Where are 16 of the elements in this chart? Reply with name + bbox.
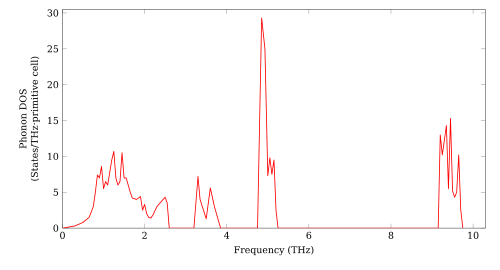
y-tick-label: 10: [48, 152, 58, 160]
y-axis-title: Phonon DOS (States/THz·primitive cell): [19, 56, 40, 181]
y-tick-label: 25: [48, 45, 58, 52]
line-series: [62, 18, 464, 228]
x-tick-label: 10: [468, 232, 478, 239]
y-tick-label: 20: [48, 81, 58, 88]
x-tick-label: 0: [60, 232, 65, 239]
y-tick-label: 15: [48, 117, 58, 124]
x-tick-label: 4: [224, 232, 230, 239]
y-tick-label: 0: [53, 224, 58, 232]
y-tick-label: 5: [54, 188, 58, 196]
x-tick-label: 8: [388, 232, 394, 239]
x-axis-title: Frequency (THz): [234, 246, 314, 256]
x-tick-label: 2: [142, 232, 147, 239]
x-tick-label: 6: [306, 232, 312, 239]
y-tick-label: 30: [48, 10, 58, 17]
